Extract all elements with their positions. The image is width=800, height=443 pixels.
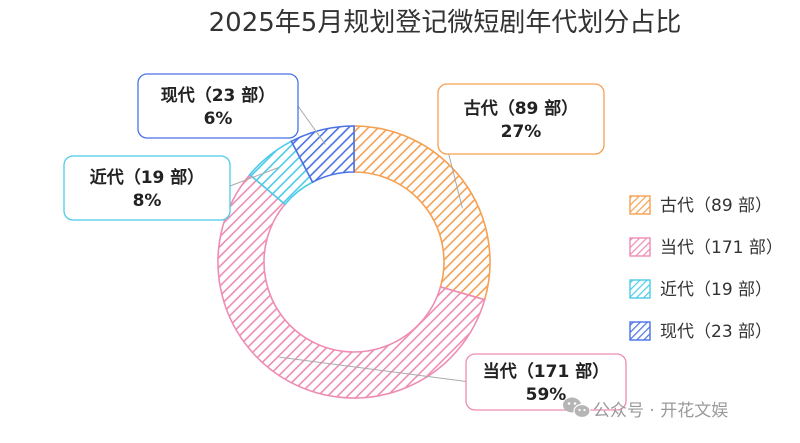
legend: 古代（89 部） 当代（171 部） 近代（19 部） 现代（23 部） <box>629 195 783 342</box>
leader-line-近代 <box>229 167 279 187</box>
callout-percent: 6% <box>204 109 233 129</box>
callout-box <box>437 83 605 155</box>
legend-item-古代: 古代（89 部） <box>629 195 772 216</box>
wechat-icon <box>563 397 591 419</box>
legend-item-近代: 近代（19 部） <box>629 279 772 300</box>
callout-label: 近代（19 部） <box>90 167 205 188</box>
legend-swatch <box>629 237 651 257</box>
slices-layer <box>217 125 491 399</box>
callout-label: 现代（23 部） <box>161 85 276 106</box>
callout-box <box>137 73 299 139</box>
legend-label: 古代（89 部） <box>660 196 772 216</box>
callout-percent: 8% <box>133 191 162 211</box>
legend-label: 近代（19 部） <box>660 280 772 300</box>
watermark-text: 公众号 · 开花文娱 <box>593 401 728 421</box>
slice-当代 <box>217 173 486 399</box>
legend-item-现代: 现代（23 部） <box>629 321 772 342</box>
leader-line-现代 <box>297 105 326 145</box>
leader-line-当代 <box>279 356 471 383</box>
chart-title: 2025年5月规划登记微短剧年代划分占比 <box>209 8 682 38</box>
callout-percent: 59% <box>526 385 567 405</box>
legend-label: 现代（23 部） <box>660 322 772 342</box>
legend-item-当代: 当代（171 部） <box>629 237 783 258</box>
callout-古代: 古代（89 部） 27% <box>437 83 605 155</box>
legend-label: 当代（171 部） <box>660 238 783 258</box>
watermark: 公众号 · 开花文娱 <box>563 397 728 421</box>
callout-现代: 现代（23 部） 6% <box>137 73 299 139</box>
callout-percent: 27% <box>501 122 542 142</box>
callout-box <box>63 155 231 221</box>
legend-swatch <box>629 195 651 215</box>
slice-现代 <box>290 125 355 184</box>
callout-box <box>465 353 627 411</box>
callout-label: 古代（89 部） <box>464 98 579 119</box>
callouts-layer: 古代（89 部） 27% 当代（171 部） 59% 近代（19 部） 8% 现代（23 部… <box>63 73 627 411</box>
legend-swatch <box>629 321 651 341</box>
callout-当代: 当代（171 部） 59% <box>465 353 627 411</box>
callout-近代: 近代（19 部） 8% <box>63 155 231 221</box>
callout-label: 当代（171 部） <box>483 361 609 382</box>
legend-swatch <box>629 279 651 299</box>
